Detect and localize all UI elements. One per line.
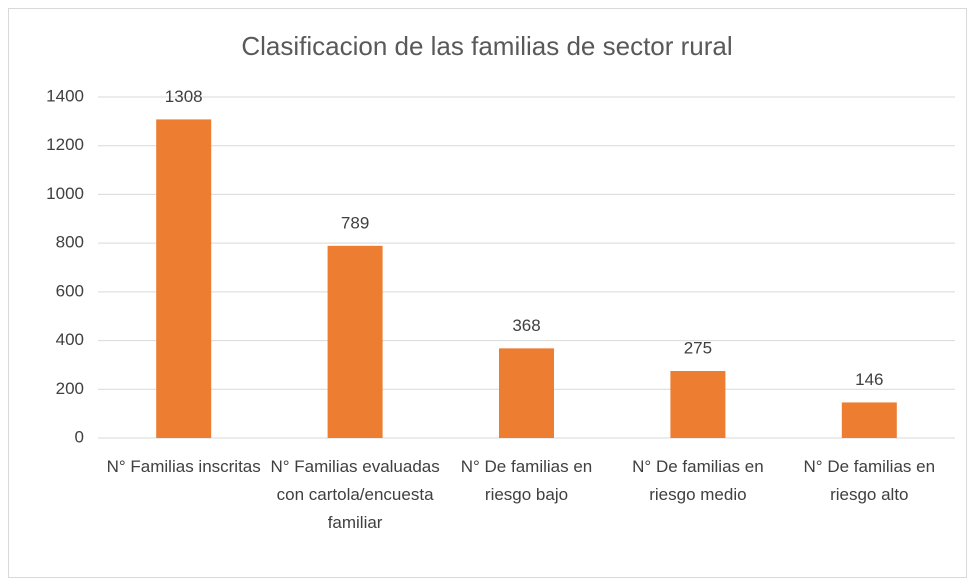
bar xyxy=(327,245,383,438)
y-tick-label: 600 xyxy=(56,281,84,300)
y-tick-label: 0 xyxy=(75,427,84,446)
y-tick-label: 800 xyxy=(56,233,84,252)
y-tick-label: 400 xyxy=(56,330,84,349)
y-tick-label: 1400 xyxy=(46,86,84,105)
x-tick-label: N° De familias en riesgo bajo xyxy=(461,457,593,504)
y-tick-label: 1200 xyxy=(46,135,84,154)
x-tick-label: N° De familias en riesgo alto xyxy=(804,457,936,504)
data-label: 146 xyxy=(855,370,883,389)
y-tick-label: 200 xyxy=(56,379,84,398)
y-tick-label: 1000 xyxy=(46,184,84,203)
bar xyxy=(499,348,554,438)
data-label: 368 xyxy=(512,316,540,335)
data-label: 789 xyxy=(341,213,369,232)
data-label: 275 xyxy=(684,339,712,358)
chart-title: Clasificacion de las familias de sector … xyxy=(241,31,732,61)
bar xyxy=(670,371,726,438)
bar xyxy=(156,119,212,438)
x-tick-label: N° De familias en riesgo medio xyxy=(632,457,764,504)
bar xyxy=(841,402,897,438)
x-tick-label: N° Familias evaluadas con cartola/encuest… xyxy=(270,457,439,532)
data-label: 1308 xyxy=(165,87,203,106)
x-tick-label: N° Familias inscritas xyxy=(107,457,261,476)
